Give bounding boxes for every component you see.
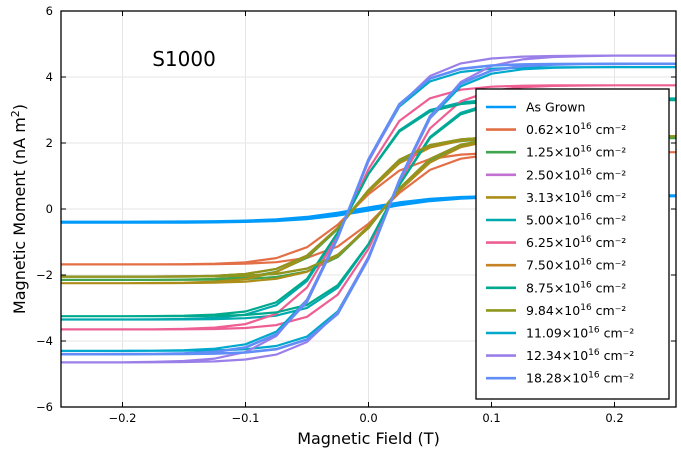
- legend-label: 6.25×1016 cm⁻²: [526, 235, 626, 250]
- y-tick-label: −4: [36, 334, 53, 348]
- x-tick-label: 0.1: [482, 411, 500, 425]
- legend-label: 0.62×1016 cm⁻²: [526, 122, 626, 137]
- x-tick-label: −0.1: [232, 411, 260, 425]
- y-tick-label: 2: [46, 136, 53, 150]
- y-tick-label: 6: [46, 4, 53, 18]
- series-line-9: [61, 135, 676, 278]
- y-tick-label: −6: [36, 400, 53, 414]
- legend-label: 2.50×1016 cm⁻²: [526, 167, 626, 182]
- x-tick-label: 0.0: [359, 411, 377, 425]
- series-line-10: [61, 65, 676, 352]
- series-line-11: [61, 54, 676, 364]
- legend-label: As Grown: [526, 100, 585, 115]
- legend-label: 5.00×1016 cm⁻²: [526, 213, 626, 228]
- series-line-6: [61, 84, 676, 331]
- y-axis-title: Magnetic Moment (nA m2): [9, 104, 29, 314]
- legend-label: 11.09×1016 cm⁻²: [526, 326, 634, 341]
- legend-label: 1.25×1016 cm⁻²: [526, 145, 626, 160]
- y-axis-title-sup: 2: [9, 110, 22, 117]
- legend-label: 3.13×1016 cm⁻²: [526, 190, 626, 205]
- y-axis-title-close: ): [10, 104, 29, 110]
- legend-box: [475, 88, 670, 400]
- legend: As Grown 0.62×1016 cm⁻² 1.25×1016 cm⁻² 2.50…: [475, 88, 670, 400]
- legend-label: 7.50×1016 cm⁻²: [526, 258, 626, 273]
- series-line-0: [61, 194, 676, 224]
- y-tick-label: 4: [46, 70, 53, 84]
- series-line-1: [61, 151, 676, 266]
- series-line-12: [61, 62, 676, 356]
- legend-label: 18.28×1016 cm⁻²: [526, 371, 634, 386]
- x-tick-label: 0.2: [605, 411, 623, 425]
- sample-annotation: S1000: [152, 47, 216, 71]
- x-axis-title: Magnetic Field (T): [297, 429, 440, 448]
- series-lines: [61, 54, 676, 364]
- legend-label: 12.34×1016 cm⁻²: [526, 348, 634, 363]
- y-tick-label: 0: [46, 202, 53, 216]
- y-tick-label: −2: [36, 268, 53, 282]
- y-axis-title-main: Magnetic Moment (nA m: [10, 117, 29, 314]
- x-tick-label: −0.2: [109, 411, 137, 425]
- axis-ticks: −0.2 −0.1 0.0 0.1 0.2 −6 −4 −2 0 2 4 6: [36, 4, 676, 425]
- legend-label: 9.84×1016 cm⁻²: [526, 303, 626, 318]
- series-line-8: [61, 98, 676, 318]
- legend-label: 8.75×1016 cm⁻²: [526, 280, 626, 295]
